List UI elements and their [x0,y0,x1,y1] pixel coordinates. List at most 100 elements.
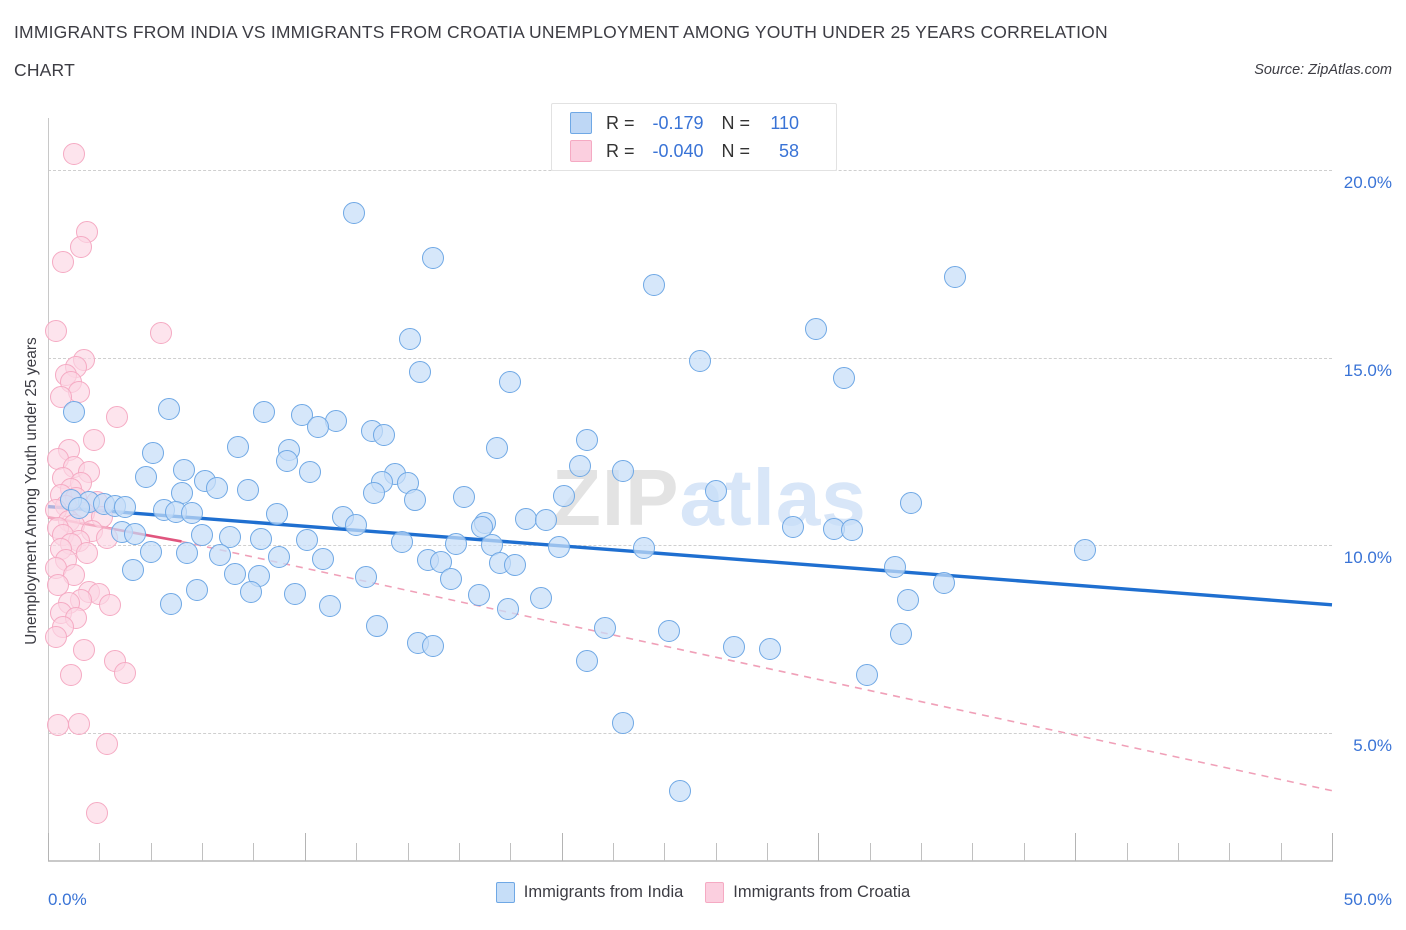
scatter-point [114,661,137,684]
x-axis-tick [921,843,923,861]
x-axis-min-label: 0.0% [48,890,87,909]
stats-row-india: R = -0.179 N = 110 [570,110,799,136]
scatter-point [899,492,922,515]
scatter-point [499,371,522,394]
x-axis-tick [253,843,255,861]
scatter-point [409,360,432,383]
y-axis-tick-label: 10.0% [1343,548,1392,568]
y-axis-tick-label: 15.0% [1343,360,1392,380]
scatter-point [265,503,288,526]
scatter-point [62,142,85,165]
scatter-point [296,529,319,552]
scatter-point [453,486,476,509]
scatter-point [157,398,180,421]
x-axis-tick [612,843,614,861]
scatter-point [139,540,162,563]
scatter-point [704,479,727,502]
legend-swatch-india [495,882,515,903]
scatter-point [121,558,144,581]
x-axis-tick [972,843,974,861]
scatter-point [781,516,804,539]
scatter-point [96,732,119,755]
scatter-point [52,251,75,274]
scatter-point [98,594,121,617]
x-axis-tick [1177,843,1179,861]
scatter-point [275,449,298,472]
scatter-point [44,319,67,342]
scatter-point [67,713,90,736]
x-axis-tick [99,843,101,861]
scatter-point [44,626,67,649]
gridline-y [48,545,1332,547]
scatter-point [355,566,378,589]
scatter-point [486,436,509,459]
scatter-point [856,663,879,686]
scatter-point [422,634,445,657]
scatter-point [399,327,422,350]
x-axis-tick [869,843,871,861]
scatter-point [373,424,396,447]
scatter-point [553,485,576,508]
scatter-point [62,401,85,424]
scatter-point [897,588,920,611]
scatter-point [758,637,781,660]
scatter-point [224,562,247,585]
scatter-point [85,802,108,825]
scatter-point [643,273,666,296]
scatter-point [180,502,203,525]
scatter-point [422,246,445,269]
scatter-point [67,496,90,519]
legend-item-india[interactable]: Immigrants from India [495,882,684,903]
scatter-point [889,623,912,646]
x-axis-tick [1280,843,1282,861]
x-axis-tick [202,843,204,861]
source-label: Source: ZipAtlas.com [1254,62,1392,78]
legend-label-india: Immigrants from India [523,883,684,901]
x-axis-tick [1023,843,1025,861]
scatter-point [1074,539,1097,562]
x-axis-tick [150,843,152,861]
x-axis-tick [304,833,306,861]
scatter-point [496,597,519,620]
scatter-point [668,779,691,802]
y-axis-title: Unemployment Among Youth under 25 years [23,337,40,645]
scatter-point [311,547,334,570]
x-axis-tick [561,833,563,861]
scatter-point [722,636,745,659]
scatter-point [363,481,386,504]
x-axis-tick [48,833,49,861]
stats-n-value-croatia: 58 [779,140,800,161]
scatter-point [227,435,250,458]
scatter-point [306,415,329,438]
scatter-point [404,489,427,512]
x-axis-max-label: 50.0% [1343,890,1392,909]
scatter-point [365,614,388,637]
scatter-point [268,545,291,568]
stats-n-key-india: N = [721,112,751,133]
y-axis-line [48,118,49,860]
scatter-point [568,454,591,477]
scatter-point [535,509,558,532]
stats-r-key-croatia: R = [606,140,635,161]
scatter-point [548,535,571,558]
gridline-y [48,732,1332,734]
stats-n-key-croatia: N = [721,140,751,161]
scatter-point [237,478,260,501]
scatter-point [468,584,491,607]
scatter-point [75,542,98,565]
scatter-point [612,712,635,735]
y-axis-tick-label: 5.0% [1353,735,1392,755]
stats-swatch-india [570,112,592,134]
scatter-point [319,594,342,617]
scatter-point [175,542,198,565]
scatter-point [106,406,129,429]
scatter-point [445,532,468,555]
scatter-point [345,514,368,537]
scatter-point [124,522,147,545]
legend-item-croatia[interactable]: Immigrants from Croatia [705,882,910,903]
x-axis-line [48,860,1333,862]
y-axis-tick-label: 20.0% [1343,173,1392,193]
stats-row-croatia: R = -0.040 N = 58 [570,138,799,164]
scatter-point [884,555,907,578]
